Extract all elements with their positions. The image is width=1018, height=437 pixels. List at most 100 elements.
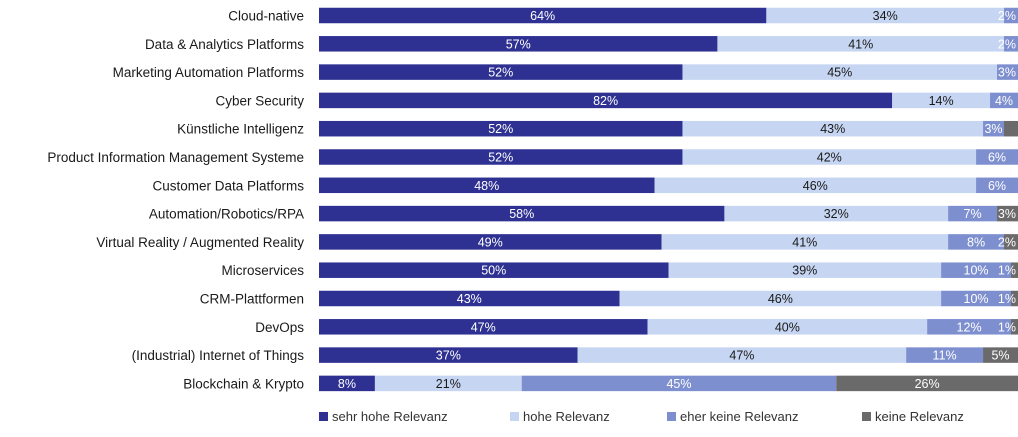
bar-segment — [319, 319, 648, 335]
category-label: Data & Analytics Platforms — [145, 37, 304, 52]
data-label: 26% — [915, 377, 940, 391]
legend-swatch — [862, 412, 871, 421]
bar-segment — [1004, 234, 1018, 250]
data-label: 47% — [471, 320, 496, 334]
category-label: Blockchain & Krypto — [183, 376, 304, 391]
bar-segment — [647, 319, 928, 335]
bar-segment — [319, 262, 669, 278]
bar-segment — [1004, 7, 1018, 24]
bar-segment — [577, 347, 907, 363]
category-label: Künstliche Intelligenz — [177, 122, 304, 137]
bar-segment — [682, 149, 977, 165]
bar-segment — [619, 290, 942, 307]
bar-segment — [1011, 319, 1018, 335]
data-label: 48% — [474, 179, 499, 193]
data-label: 34% — [873, 9, 898, 23]
data-label: 1% — [998, 264, 1016, 278]
category-label: Virtual Reality / Augmented Reality — [96, 235, 304, 250]
bar-segment — [983, 120, 1005, 137]
bar-segment — [1011, 290, 1018, 307]
bar-segment — [1004, 120, 1018, 137]
bar-segment — [941, 262, 1012, 278]
legend-label: keine Relevanz — [875, 409, 964, 424]
bar-segment — [521, 375, 837, 392]
data-label: 4% — [995, 94, 1013, 108]
category-label: (Industrial) Internet of Things — [132, 348, 305, 363]
data-label: 43% — [457, 292, 482, 306]
bar-segment — [976, 149, 1018, 165]
data-label: 10% — [964, 292, 989, 306]
bar-segment — [997, 205, 1018, 222]
data-label: 50% — [481, 264, 506, 278]
bar-segment — [766, 7, 1005, 24]
bar-segment — [319, 205, 725, 222]
bar-segment — [319, 149, 683, 165]
data-label: 7% — [964, 207, 982, 221]
data-label: 58% — [509, 207, 534, 221]
bar-segment — [319, 120, 683, 137]
bar-segment — [948, 234, 1005, 250]
legend-swatch — [319, 412, 328, 421]
legend-label: hohe Relevanz — [523, 409, 610, 424]
bar-segment — [319, 234, 662, 250]
bar-segment — [668, 262, 942, 278]
category-label: Automation/Robotics/RPA — [149, 207, 304, 222]
data-label: 11% — [933, 349, 957, 363]
data-label: 52% — [488, 151, 513, 165]
bar-segment — [724, 205, 949, 222]
data-label: 8% — [967, 235, 985, 249]
data-label: 41% — [848, 37, 873, 51]
bar-segment — [682, 120, 984, 137]
legend-label: sehr hohe Relevanz — [332, 409, 448, 424]
bar-segment — [319, 92, 893, 109]
data-label: 39% — [792, 264, 817, 278]
bar-segment — [892, 92, 991, 109]
data-label: 10% — [964, 264, 989, 278]
data-label: 64% — [530, 9, 555, 23]
bar-segment — [319, 290, 620, 307]
bar-segment — [1011, 262, 1018, 278]
category-label: Microservices — [221, 263, 304, 278]
category-label: DevOps — [255, 320, 304, 335]
bar-segment — [654, 177, 977, 194]
bar-segment — [319, 375, 375, 392]
data-label: 12% — [957, 320, 982, 334]
category-label: Cyber Security — [215, 93, 304, 108]
bar-segment — [990, 92, 1018, 109]
bar-segment — [948, 205, 998, 222]
data-label: 45% — [827, 66, 852, 80]
data-label: 40% — [775, 320, 800, 334]
category-label: Cloud-native — [228, 9, 304, 24]
bar-segment — [661, 234, 949, 250]
data-label: 6% — [988, 151, 1006, 165]
bar-segment — [319, 7, 767, 24]
category-label: Product Information Management Systeme — [47, 150, 304, 165]
bar-segment — [682, 64, 998, 80]
category-label: Marketing Automation Platforms — [113, 65, 305, 80]
bar-segment — [319, 177, 655, 194]
bar-segment — [319, 64, 683, 80]
bar-segment — [717, 36, 1005, 52]
legend-swatch — [510, 412, 519, 421]
data-label: 6% — [988, 179, 1006, 193]
legend-swatch — [667, 412, 676, 421]
data-label: 45% — [666, 377, 691, 391]
data-label: 46% — [803, 179, 828, 193]
data-label: 2% — [998, 9, 1016, 23]
bar-segment — [941, 290, 1012, 307]
data-label: 49% — [478, 235, 503, 249]
bar-segment — [906, 347, 984, 363]
data-label: 2% — [998, 37, 1016, 51]
data-label: 3% — [998, 66, 1016, 80]
data-label: 21% — [436, 377, 461, 391]
data-label: 2% — [998, 235, 1016, 249]
category-label: CRM-Plattformen — [200, 292, 304, 307]
bar-segment — [983, 347, 1018, 363]
bar-segment — [319, 347, 578, 363]
bar-segment — [997, 64, 1018, 80]
bar-segment — [374, 375, 522, 392]
data-label: 32% — [824, 207, 849, 221]
bar-segment — [1004, 36, 1018, 52]
data-label: 3% — [998, 207, 1016, 221]
